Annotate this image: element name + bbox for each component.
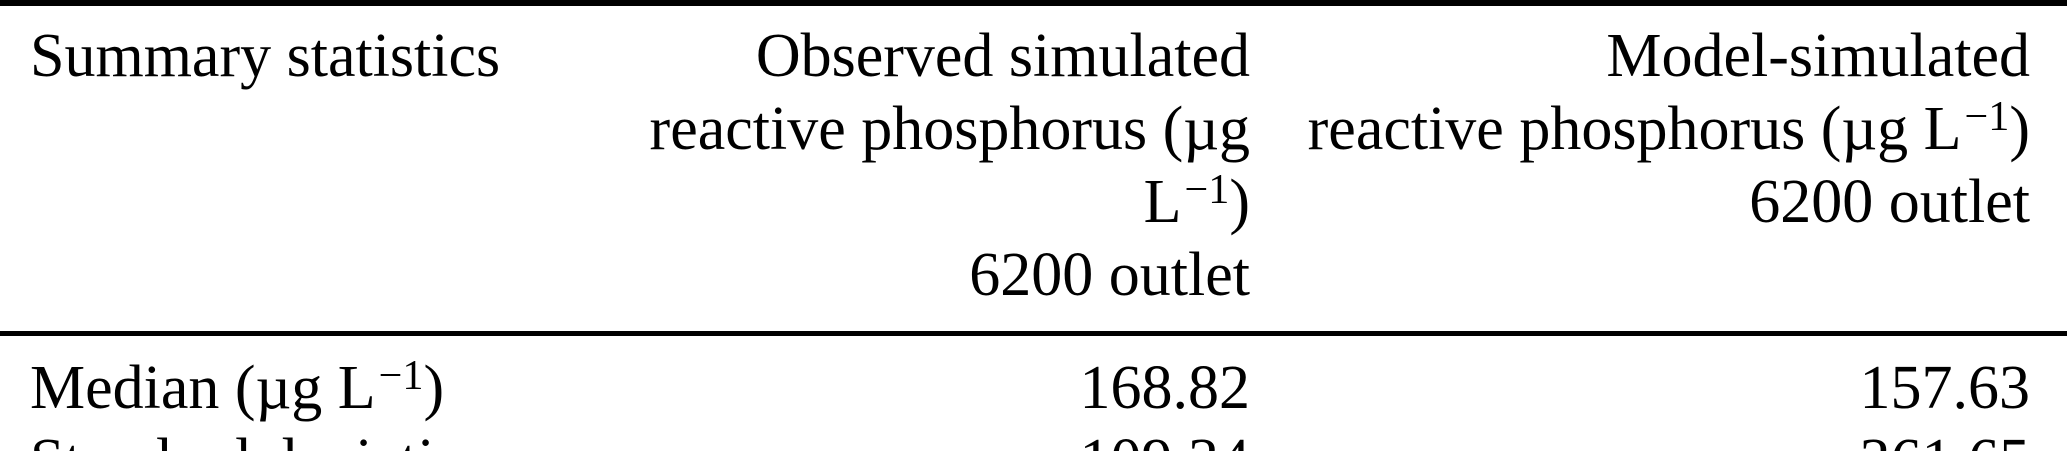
table-body: Median (µg L−1) 168.82 157.63 Standard d… — [0, 334, 2067, 451]
standard-deviation-model-value: 361.65 — [1250, 425, 2067, 451]
unit-superscript: −1 — [1964, 93, 2010, 141]
header-observed-line3: 6200 outlet — [969, 241, 1250, 309]
median-label-cell: Median (µg L−1) — [30, 352, 445, 422]
median-observed-value: 168.82 — [1079, 354, 1251, 422]
header-observed-line2: reactive phosphorus (µg L−1) — [649, 95, 1250, 236]
header-model-line1: Model-simulated — [1606, 22, 2030, 90]
header-row: Summary statistics Observed simulated re… — [0, 3, 2067, 334]
header-observed-column: Observed simulated reactive phosphorus (… — [620, 3, 1250, 334]
header-summary-statistics-label: Summary statistics — [30, 22, 501, 90]
header-model-column: Model-simulated reactive phosphorus (µg … — [1250, 3, 2067, 334]
standard-deviation-label-cell: Standard deviation — [0, 425, 620, 451]
unit-superscript: −1 — [1184, 166, 1230, 214]
table-row-standard-deviation: Standard deviation 109.34 361.65 — [0, 425, 2067, 451]
header-observed-line1: Observed simulated — [755, 22, 1250, 90]
standard-deviation-observed-value: 109.34 — [620, 425, 1251, 451]
median-model-value: 157.63 — [1859, 354, 2031, 422]
header-model-line2: reactive phosphorus (µg L−1) — [1307, 93, 2030, 163]
table-row-median: Median (µg L−1) 168.82 157.63 — [0, 334, 2067, 426]
unit-superscript: −1 — [378, 352, 424, 400]
table-header: Summary statistics Observed simulated re… — [0, 3, 2067, 334]
header-summary-statistics: Summary statistics — [0, 3, 620, 334]
header-model-line3: 6200 outlet — [1749, 168, 2030, 236]
